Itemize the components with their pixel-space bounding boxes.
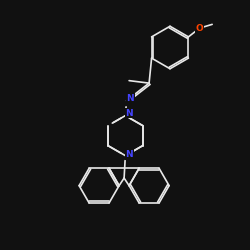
Text: N: N: [125, 108, 133, 118]
Text: O: O: [196, 24, 203, 32]
Text: N: N: [126, 94, 134, 102]
Text: N: N: [125, 150, 133, 159]
